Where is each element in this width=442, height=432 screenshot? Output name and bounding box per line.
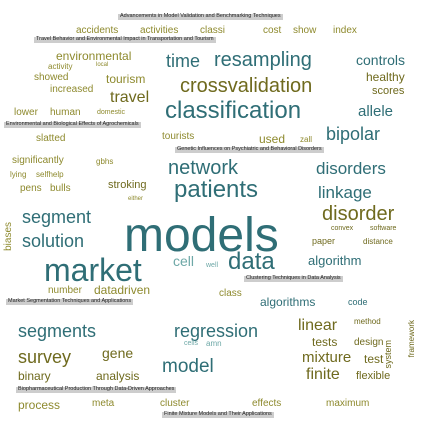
word: disorder <box>322 203 395 225</box>
word: time <box>166 51 201 71</box>
word: meta <box>92 398 115 409</box>
word: activity <box>48 62 73 71</box>
topic-phrase: Advancements in Model Validation and Ben… <box>118 13 283 20</box>
word: lower <box>14 107 38 118</box>
word: healthy <box>366 70 405 84</box>
word: algorithms <box>260 295 316 309</box>
topic-phrase: Travel Behavior and Environmental Impact… <box>34 36 216 43</box>
word: datadriven <box>94 283 151 297</box>
word: selfhelp <box>36 170 64 179</box>
word: data <box>228 248 275 275</box>
word: pens <box>20 183 42 194</box>
word: algorithm <box>308 253 362 268</box>
word: bipolar <box>326 124 381 144</box>
word: cluster <box>160 398 190 409</box>
word: slatted <box>36 133 66 144</box>
word: finite <box>306 366 340 383</box>
word: regression <box>174 321 259 341</box>
word: distance <box>363 237 393 246</box>
word: maximum <box>326 398 370 409</box>
word: patients <box>174 176 259 203</box>
word: showed <box>34 72 69 83</box>
word: significantly <box>12 155 64 166</box>
word: scores <box>372 85 405 97</box>
word: flexible <box>356 370 391 382</box>
word: gene <box>102 345 134 361</box>
word: cost <box>263 25 282 36</box>
word: linear <box>298 317 338 334</box>
word: lying <box>10 170 27 179</box>
word: classification <box>165 97 302 124</box>
word: environmental <box>56 49 132 63</box>
word: index <box>333 25 357 36</box>
word: number <box>48 285 82 296</box>
topic-phrase: Genetic Influences on Psychiatric and Be… <box>175 146 324 153</box>
word: bulls <box>50 183 71 194</box>
word: increased <box>50 84 94 95</box>
word: classi <box>200 25 226 36</box>
word: solution <box>22 231 85 251</box>
word: biases <box>3 222 14 251</box>
word: stroking <box>108 179 147 191</box>
word: well <box>206 262 219 269</box>
word: paper <box>312 236 336 246</box>
word: framework <box>407 320 416 358</box>
topic-phrase: Biopharmaceutical Production Through Dat… <box>16 386 177 393</box>
word: resampling <box>214 49 312 71</box>
word: cell <box>173 253 195 269</box>
word: crossvalidation <box>180 75 313 97</box>
word: binary <box>18 369 51 383</box>
word: segment <box>22 207 92 227</box>
word: model <box>162 356 214 377</box>
topic-phrase: Market Segmentation Techniques and Appli… <box>6 298 134 305</box>
word: models <box>124 209 279 262</box>
word: mixture <box>302 349 352 366</box>
word: system <box>383 340 393 369</box>
word: travel <box>110 89 150 106</box>
word: tourism <box>106 72 146 86</box>
word: test <box>364 352 384 366</box>
word: convex <box>331 225 354 232</box>
word: class <box>219 288 242 299</box>
word: amn <box>206 339 222 348</box>
word: activities <box>140 25 179 36</box>
word: gbhs <box>96 157 114 166</box>
word: used <box>259 132 286 146</box>
word: segments <box>18 321 97 341</box>
word: controls <box>356 52 406 68</box>
word: code <box>348 297 368 307</box>
word: show <box>293 25 317 36</box>
word: method <box>354 317 381 326</box>
word: tourists <box>162 131 195 142</box>
topic-phrase: Clustering Techniques in Data Analysis <box>244 275 343 282</box>
word: software <box>370 225 397 232</box>
word: linkage <box>318 183 372 202</box>
word: either <box>128 196 144 202</box>
word: disorders <box>316 159 386 178</box>
word: market <box>44 252 142 288</box>
topic-phrase: Finite Mixture Models and Their Applicat… <box>162 411 274 418</box>
word: local <box>96 62 109 68</box>
word: accidents <box>76 25 119 36</box>
word: tests <box>312 335 338 349</box>
topic-phrase: Environmental and Biological Effects of … <box>4 121 141 128</box>
word: domestic <box>97 109 126 116</box>
word: design <box>354 337 384 348</box>
word: zall <box>300 135 313 144</box>
word: allele <box>358 103 394 120</box>
word: analysis <box>96 369 140 383</box>
word: process <box>18 398 61 412</box>
word: human <box>50 107 81 118</box>
word: cells <box>184 340 199 347</box>
word: effects <box>252 398 282 409</box>
word: survey <box>18 347 72 367</box>
word: network <box>168 157 239 179</box>
